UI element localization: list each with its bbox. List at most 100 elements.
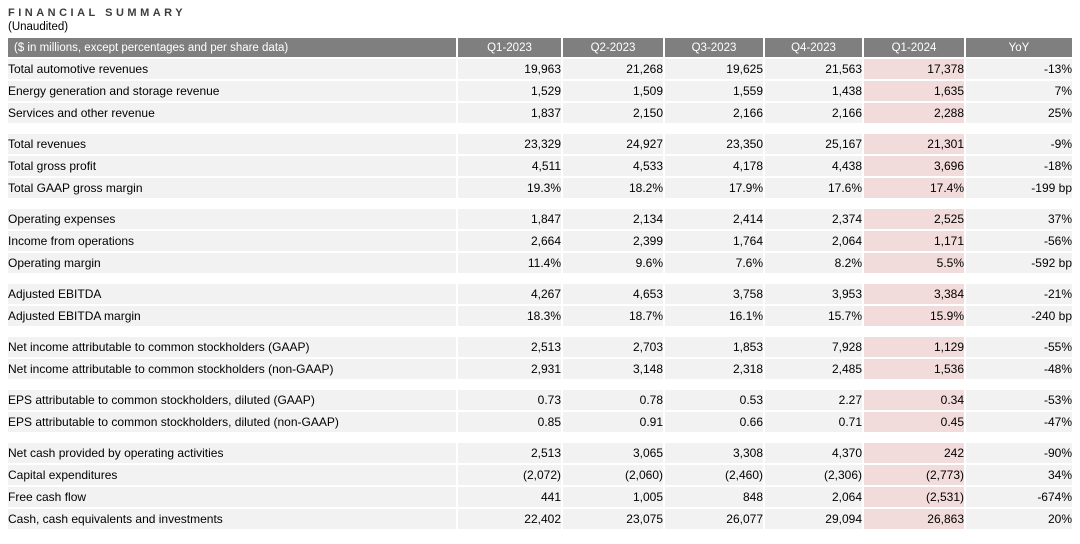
table-row: Services and other revenue 1,837 2,150 2… <box>8 103 1072 125</box>
row-label: Total revenues <box>8 134 458 156</box>
table-header-row: ($ in millions, except percentages and p… <box>8 38 1072 59</box>
table-header-label: ($ in millions, except percentages and p… <box>8 38 458 59</box>
row-label: Adjusted EBITDA margin <box>8 306 458 328</box>
yoy-cell: 7% <box>966 81 1072 103</box>
row-label: EPS attributable to common stockholders,… <box>8 390 458 412</box>
value-cell-highlighted: 3,384 <box>864 284 966 306</box>
value-cell: (2,460) <box>665 465 765 487</box>
value-cell-highlighted: 5.5% <box>864 253 966 275</box>
column-header-q3-2023: Q3-2023 <box>665 38 765 59</box>
value-cell: 29,094 <box>765 509 864 531</box>
value-cell-highlighted: 1,635 <box>864 81 966 103</box>
yoy-cell: -48% <box>966 359 1072 381</box>
row-label: Income from operations <box>8 231 458 253</box>
value-cell: 2,399 <box>563 231 665 253</box>
value-cell-highlighted: 1,171 <box>864 231 966 253</box>
row-label: Net income attributable to common stockh… <box>8 337 458 359</box>
value-cell: 18.3% <box>458 306 563 328</box>
yoy-cell: -9% <box>966 134 1072 156</box>
yoy-cell: 20% <box>966 509 1072 531</box>
yoy-cell: -56% <box>966 231 1072 253</box>
value-cell: 26,077 <box>665 509 765 531</box>
row-label: Energy generation and storage revenue <box>8 81 458 103</box>
value-cell: 16.1% <box>665 306 765 328</box>
value-cell: 0.85 <box>458 412 563 434</box>
value-cell: 4,438 <box>765 156 864 178</box>
table-row: Adjusted EBITDA 4,267 4,653 3,758 3,953 … <box>8 284 1072 306</box>
value-cell: 18.2% <box>563 178 665 200</box>
value-cell: 23,075 <box>563 509 665 531</box>
value-cell: 3,758 <box>665 284 765 306</box>
table-row: Income from operations 2,664 2,399 1,764… <box>8 231 1072 253</box>
table-row: Capital expenditures (2,072) (2,060) (2,… <box>8 465 1072 487</box>
row-label: Total gross profit <box>8 156 458 178</box>
value-cell: 18.7% <box>563 306 665 328</box>
financial-summary-page: FINANCIAL SUMMARY (Unaudited) ($ in mill… <box>8 7 1072 531</box>
value-cell: 22,402 <box>458 509 563 531</box>
value-cell: 848 <box>665 487 765 509</box>
row-label: Capital expenditures <box>8 465 458 487</box>
value-cell: 2,513 <box>458 443 563 465</box>
row-label: EPS attributable to common stockholders,… <box>8 412 458 434</box>
value-cell: 2,703 <box>563 337 665 359</box>
value-cell: 19,963 <box>458 59 563 81</box>
value-cell: 23,350 <box>665 134 765 156</box>
value-cell: 19,625 <box>665 59 765 81</box>
table-row: Net income attributable to common stockh… <box>8 337 1072 359</box>
value-cell: 3,953 <box>765 284 864 306</box>
value-cell-highlighted: 242 <box>864 443 966 465</box>
row-label: Services and other revenue <box>8 103 458 125</box>
value-cell: 2,664 <box>458 231 563 253</box>
yoy-cell: -18% <box>966 156 1072 178</box>
value-cell: 2,318 <box>665 359 765 381</box>
table-row: Cash, cash equivalents and investments 2… <box>8 509 1072 531</box>
value-cell-highlighted: 1,129 <box>864 337 966 359</box>
table-row: Net income attributable to common stockh… <box>8 359 1072 381</box>
table-row: EPS attributable to common stockholders,… <box>8 390 1072 412</box>
value-cell-highlighted: (2,531) <box>864 487 966 509</box>
value-cell-highlighted: 2,288 <box>864 103 966 125</box>
value-cell: 1,529 <box>458 81 563 103</box>
value-cell: 0.78 <box>563 390 665 412</box>
value-cell: 7,928 <box>765 337 864 359</box>
value-cell: 0.66 <box>665 412 765 434</box>
value-cell: 3,065 <box>563 443 665 465</box>
financial-summary-table: ($ in millions, except percentages and p… <box>8 38 1072 531</box>
value-cell: 19.3% <box>458 178 563 200</box>
value-cell-highlighted: 15.9% <box>864 306 966 328</box>
yoy-cell: -90% <box>966 443 1072 465</box>
value-cell-highlighted: 21,301 <box>864 134 966 156</box>
value-cell: 1,005 <box>563 487 665 509</box>
value-cell: 2,166 <box>765 103 864 125</box>
value-cell: 1,438 <box>765 81 864 103</box>
value-cell-highlighted: 1,536 <box>864 359 966 381</box>
value-cell: 4,511 <box>458 156 563 178</box>
yoy-cell: -199 bp <box>966 178 1072 200</box>
group-spacer <box>8 125 1072 134</box>
value-cell: (2,072) <box>458 465 563 487</box>
yoy-cell: -53% <box>966 390 1072 412</box>
value-cell: 11.4% <box>458 253 563 275</box>
value-cell: 24,927 <box>563 134 665 156</box>
row-label: Net cash provided by operating activitie… <box>8 443 458 465</box>
value-cell: 4,653 <box>563 284 665 306</box>
table-row: Total revenues 23,329 24,927 23,350 25,1… <box>8 134 1072 156</box>
value-cell: 2,513 <box>458 337 563 359</box>
table-row: Operating margin 11.4% 9.6% 7.6% 8.2% 5.… <box>8 253 1072 275</box>
value-cell: 1,853 <box>665 337 765 359</box>
group-spacer <box>8 381 1072 390</box>
value-cell: 441 <box>458 487 563 509</box>
value-cell-highlighted: 0.45 <box>864 412 966 434</box>
table-row: Total automotive revenues 19,963 21,268 … <box>8 59 1072 81</box>
value-cell: (2,060) <box>563 465 665 487</box>
value-cell: 0.71 <box>765 412 864 434</box>
group-spacer <box>8 328 1072 337</box>
value-cell-highlighted: (2,773) <box>864 465 966 487</box>
value-cell: 2,064 <box>765 231 864 253</box>
value-cell: 2,134 <box>563 209 665 231</box>
value-cell: 4,533 <box>563 156 665 178</box>
column-header-q1-2024: Q1-2024 <box>864 38 966 59</box>
value-cell: 2,064 <box>765 487 864 509</box>
value-cell: 21,563 <box>765 59 864 81</box>
table-row: Free cash flow 441 1,005 848 2,064 (2,53… <box>8 487 1072 509</box>
